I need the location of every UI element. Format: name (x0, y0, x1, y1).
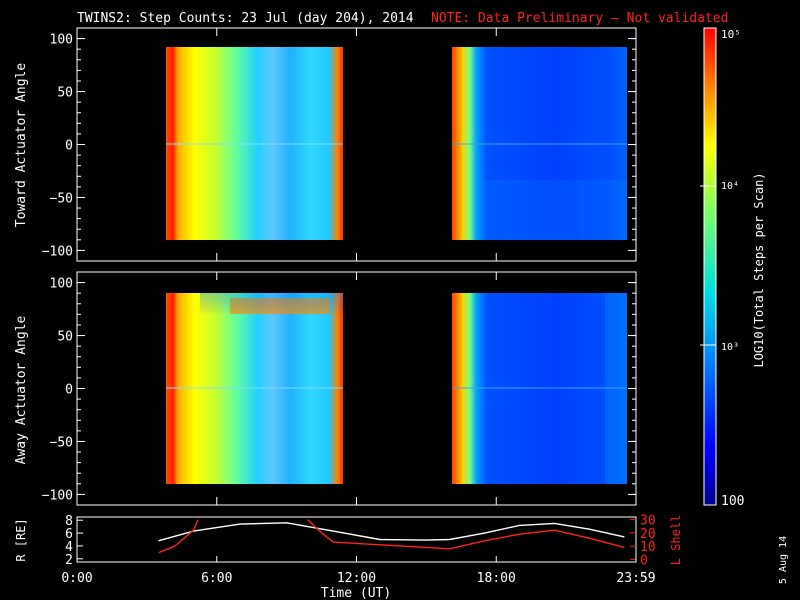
colorbar-tick-1e5: 10⁵ (721, 28, 741, 41)
generated-date-stamp: 5 Aug 14 (778, 536, 789, 584)
y-tick-label: −100 (42, 244, 73, 259)
y-tick-label: −100 (42, 488, 73, 503)
lshell-series-line (158, 519, 199, 554)
away-left-top-shade (200, 293, 343, 338)
away-y-ticks: 100 50 0 −50 −100 (42, 272, 637, 505)
away-panel: 100 50 0 −50 −100 Away Actuator Angle (14, 271, 637, 506)
r-tick-label: 6 (65, 527, 73, 542)
y-tick-label: 50 (57, 330, 73, 345)
time-tick-label: 0:00 (61, 571, 92, 586)
toward-panel: 100 50 0 −50 −100 Toward Actuator Angle (14, 27, 637, 262)
r-tick-label: 4 (65, 540, 73, 555)
r-tick-label: 2 (65, 553, 73, 568)
colorbar: 10⁵ 10⁴ 10³ 100 LOG10(Total Steps per Sc… (700, 27, 766, 509)
toward-zero-line-right (452, 143, 627, 145)
colorbar-tick-100: 100 (721, 494, 744, 509)
lshell-tick-label: 20 (640, 527, 656, 542)
toward-ylabel: Toward Actuator Angle (14, 63, 29, 228)
y-tick-label: 50 (57, 86, 73, 101)
time-tick-label: 12:00 (337, 571, 376, 586)
time-tick-label: 23:59 (616, 571, 655, 586)
r-series-line (158, 522, 625, 542)
time-tick-label: 6:00 (201, 571, 232, 586)
r-tick-label: 8 (65, 514, 73, 529)
y-tick-label: 100 (50, 277, 73, 292)
time-tick-label: 18:00 (477, 571, 516, 586)
orbit-ylabel-right: L Shell (669, 515, 683, 566)
y-tick-label: 100 (50, 33, 73, 48)
away-zero-line-right (452, 387, 627, 389)
lshell-tick-label: 30 (640, 514, 656, 529)
toward-right-bottom-shade (480, 180, 627, 240)
orbit-lines (158, 519, 625, 554)
lshell-tick-label: 0 (640, 553, 648, 568)
x-axis-label: Time (UT) (321, 586, 391, 600)
colorbar-label: LOG10(Total Steps per Scan) (752, 172, 766, 367)
colorbar-tick-1e3: 10³ (721, 342, 739, 353)
figure-title: TWINS2: Step Counts: 23 Jul (day 204), 2… (77, 11, 414, 26)
colorbar-tick-1e4: 10⁴ (721, 181, 739, 192)
y-tick-label: −50 (50, 435, 73, 450)
preliminary-note: NOTE: Data Preliminary – Not validated (431, 11, 728, 26)
y-tick-label: −50 (50, 191, 73, 206)
orbit-ylabel-left: R [RE] (14, 518, 28, 561)
away-zero-line-left (166, 387, 343, 389)
toward-y-ticks: 100 50 0 −50 −100 (42, 28, 637, 261)
colorbar-gradient (703, 27, 717, 506)
y-tick-label: 0 (65, 139, 73, 154)
lshell-series-line (307, 519, 625, 550)
toward-zero-line-left (166, 143, 343, 145)
away-ylabel: Away Actuator Angle (14, 315, 29, 464)
y-tick-label: 0 (65, 383, 73, 398)
lshell-tick-label: 10 (640, 540, 656, 555)
